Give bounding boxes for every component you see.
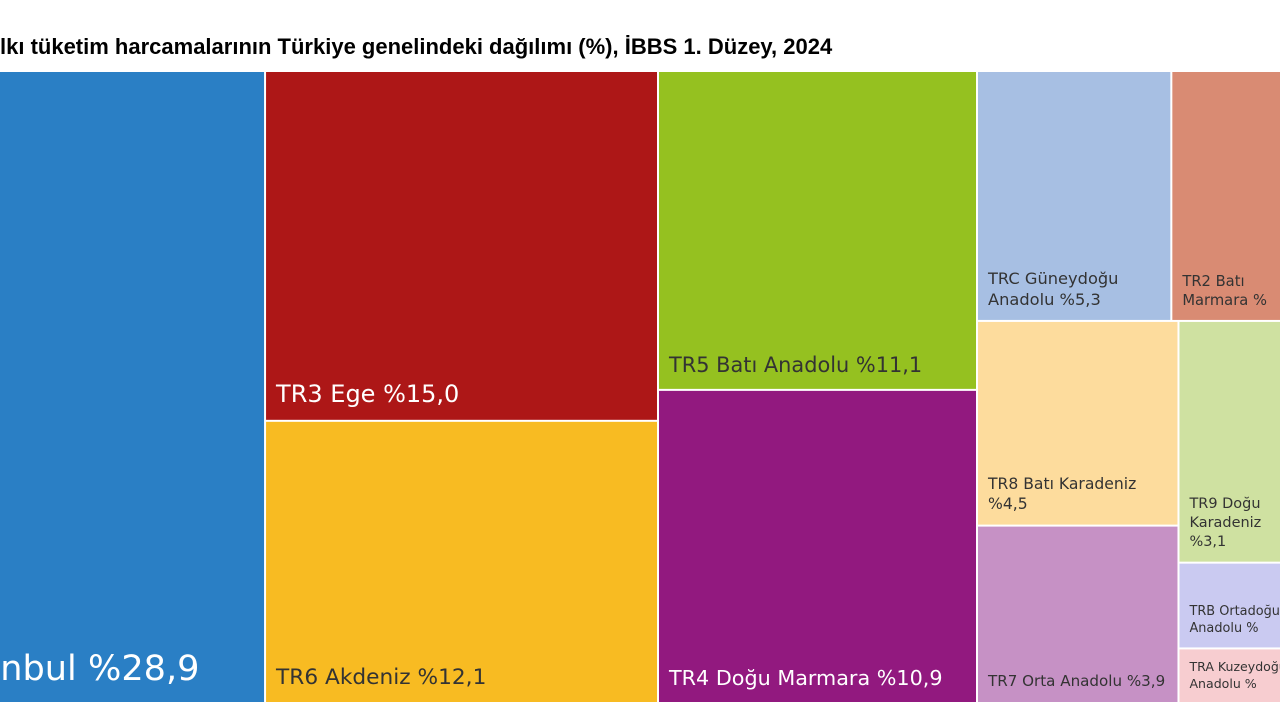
tile [978, 321, 1178, 525]
tile-label-box: TR9 Doğu Karadeniz %3,1 [1189, 496, 1262, 550]
tile [659, 390, 976, 702]
tile-label: TRC Güneydoğu Anadolu %5,3 [988, 268, 1119, 309]
tile-label-box: TRC Güneydoğu Anadolu %5,3 [988, 268, 1119, 309]
tile-label: TR9 Doğu Karadeniz %3,1 [1189, 496, 1262, 550]
tile-label-box: TR6 Akdeniz %12,1 [276, 664, 487, 690]
tile [1179, 649, 1280, 702]
tile-label-box: TRA Kuzeydoğu Anadolu % [1189, 659, 1280, 691]
tile-label-box: TR7 Orta Anadolu %3,9 [988, 672, 1166, 691]
tile-label: TRB Ortadoğu Anadolu % [1189, 603, 1280, 636]
tile [266, 72, 657, 420]
tile [978, 72, 1171, 320]
tile-label: TR8 Batı Karadeniz %4,5 [988, 475, 1137, 514]
tile-label-box: TR3 Ege %15,0 [276, 379, 460, 408]
chart-title: lkı tüketim harcamalarının Türkiye genel… [0, 34, 833, 59]
tile-label: TR6 Akdeniz %12,1 [276, 664, 487, 690]
tile [978, 526, 1178, 702]
tile-label: TR1 İstanbul %28,9 [0, 648, 200, 690]
tile-label: TR7 Orta Anadolu %3,9 [988, 672, 1166, 691]
tile-label: TRA Kuzeydoğu Anadolu % [1189, 659, 1280, 691]
tile [659, 72, 976, 389]
tile-label-box: TR5 Batı Anadolu %11,1 [669, 352, 923, 377]
tile-label-box: TR4 Doğu Marmara %10,9 [669, 666, 943, 691]
tile [1172, 72, 1280, 320]
tile-label: TR5 Batı Anadolu %11,1 [669, 352, 923, 377]
tile [0, 72, 265, 702]
tile-label-box: TRB Ortadoğu Anadolu % [1189, 603, 1280, 636]
tile [1179, 563, 1280, 648]
tile [1179, 321, 1280, 562]
tile-label-box: TR2 Batı Marmara % [1182, 272, 1267, 309]
tile-label: TR3 Ege %15,0 [276, 379, 460, 408]
tile-label: TR4 Doğu Marmara %10,9 [669, 666, 943, 691]
tile [266, 421, 657, 702]
tile-label: TR2 Batı Marmara % [1182, 272, 1267, 309]
tile-label-box: TR8 Batı Karadeniz %4,5 [988, 475, 1137, 514]
tile-label-box: TR1 İstanbul %28,9 [0, 648, 200, 690]
